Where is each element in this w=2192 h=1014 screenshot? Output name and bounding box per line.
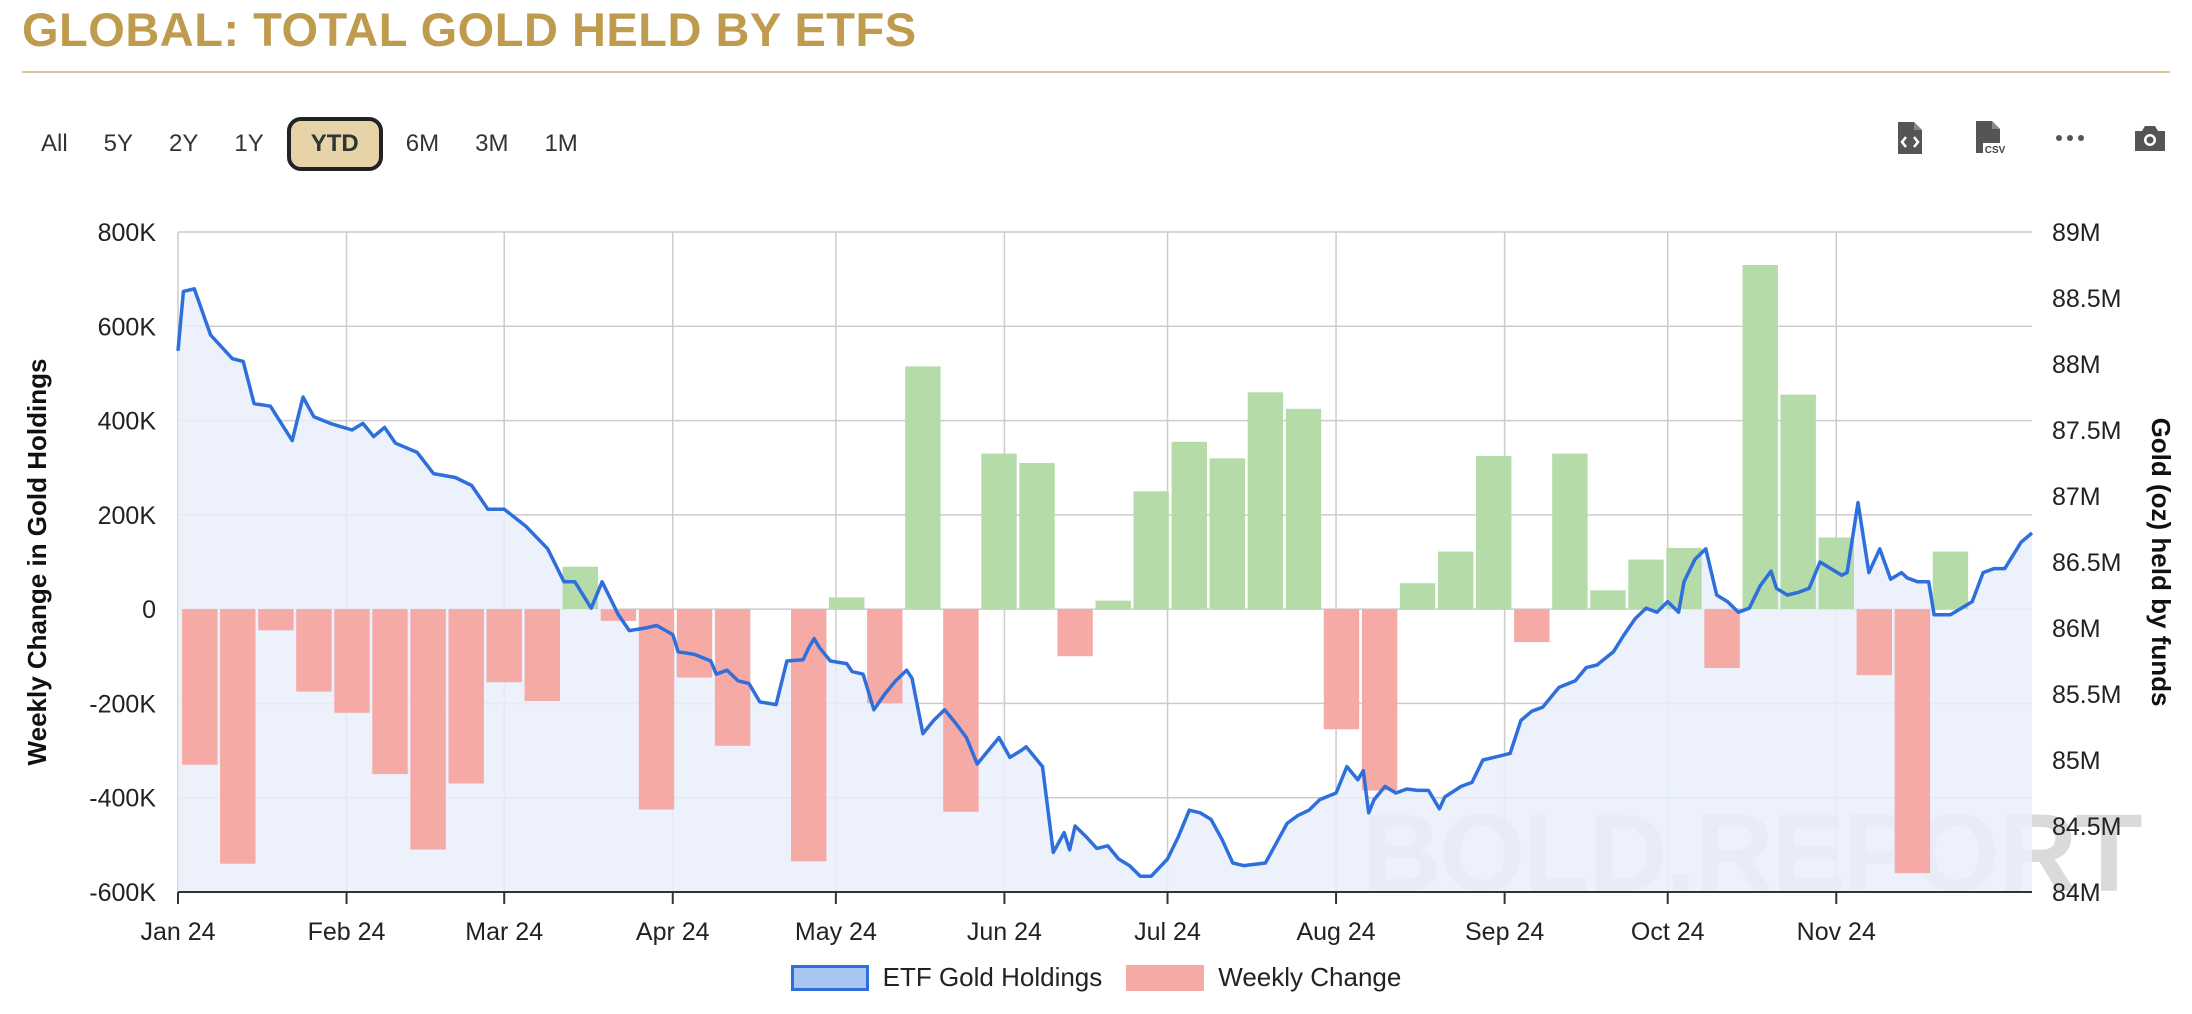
csv-file-icon[interactable]: CSV xyxy=(1970,118,2010,158)
csv-label: CSV xyxy=(1985,145,2006,156)
bar-positive xyxy=(1285,408,1322,610)
bar-negative xyxy=(372,609,408,775)
bar-negative xyxy=(638,609,675,810)
legend: ETF Gold Holdings Weekly Change xyxy=(0,962,2192,993)
chart-toolbar: CSV xyxy=(1850,118,2170,158)
x-tick-label: Jun 24 xyxy=(967,918,1042,946)
bar-positive xyxy=(905,366,941,610)
legend-etf-gold-holdings[interactable]: ETF Gold Holdings xyxy=(790,962,1103,993)
range-6m-button[interactable]: 6M xyxy=(405,130,440,157)
bar-negative xyxy=(867,609,903,704)
range-selector: All 5Y 2Y 1Y YTD 6M 3M 1M xyxy=(28,112,601,176)
y-left-tick-label: 800K xyxy=(98,219,157,247)
x-tick-label: Feb 24 xyxy=(308,918,386,946)
range-1y-button[interactable]: 1Y xyxy=(234,130,264,157)
range-all-button[interactable]: All xyxy=(41,130,68,157)
bar-positive xyxy=(1095,600,1131,610)
bar-negative xyxy=(943,609,979,812)
camera-icon[interactable] xyxy=(2130,118,2170,158)
y-left-tick-label: -400K xyxy=(89,785,156,813)
y-left-tick-label: 0 xyxy=(142,596,156,624)
y-right-tick-label: 88M xyxy=(2052,351,2101,379)
x-tick-label: May 24 xyxy=(795,918,877,946)
bar-negative xyxy=(220,609,256,864)
bar-negative xyxy=(1894,609,1931,874)
legend-area-swatch xyxy=(790,964,869,991)
bar-negative xyxy=(448,609,484,784)
bar-negative xyxy=(676,609,713,678)
title-divider xyxy=(22,71,2170,73)
bar-positive xyxy=(1932,551,1969,610)
y-right-tick-label: 86M xyxy=(2052,615,2101,643)
bar-positive xyxy=(1019,463,1055,610)
bar-positive xyxy=(1476,455,1512,610)
x-tick-label: Nov 24 xyxy=(1797,918,1876,946)
bar-negative xyxy=(182,609,218,765)
bar-positive xyxy=(1133,491,1169,610)
bar-positive xyxy=(1780,394,1816,610)
bar-positive xyxy=(1742,265,1778,610)
y-right-tick-label: 86.5M xyxy=(2052,549,2121,577)
y-right-tick-label: 85M xyxy=(2052,747,2101,775)
x-tick-label: Aug 24 xyxy=(1296,918,1375,946)
x-tick-label: Jul 24 xyxy=(1134,918,1201,946)
x-tick-label: Jan 24 xyxy=(140,918,215,946)
range-3m-button[interactable]: 3M xyxy=(475,130,509,157)
bar-negative xyxy=(1361,609,1398,791)
y-right-tick-label: 88.5M xyxy=(2052,285,2121,313)
bar-negative xyxy=(1514,609,1550,643)
bar-positive xyxy=(1628,559,1664,610)
bar-positive xyxy=(1590,590,1626,610)
bar-positive xyxy=(1438,551,1474,610)
x-tick-label: Sep 24 xyxy=(1465,918,1544,946)
bar-positive xyxy=(829,597,865,610)
bar-positive xyxy=(1247,392,1284,610)
y-left-tick-label: -200K xyxy=(89,690,156,718)
bar-negative xyxy=(410,609,446,850)
y-right-tick-label: 89M xyxy=(2052,219,2101,247)
range-2y-button[interactable]: 2Y xyxy=(169,130,199,157)
y-left-tick-label: 400K xyxy=(98,408,157,436)
bar-positive xyxy=(981,453,1017,610)
bar-negative xyxy=(296,609,332,692)
y-right-tick-label: 85.5M xyxy=(2052,681,2121,709)
x-tick-label: Apr 24 xyxy=(636,918,710,946)
bar-negative xyxy=(1704,609,1740,668)
chart-title: GLOBAL: TOTAL GOLD HELD BY ETFS xyxy=(22,3,917,56)
holdings-line xyxy=(176,287,2034,878)
bar-positive xyxy=(1209,458,1245,610)
y-right-tick-label: 84.5M xyxy=(2052,813,2121,841)
code-file-icon[interactable] xyxy=(1890,118,1930,158)
x-tick-label: Mar 24 xyxy=(465,918,543,946)
y-left-tick-label: 200K xyxy=(98,502,157,530)
bar-positive xyxy=(1171,441,1207,610)
legend-weekly-change[interactable]: Weekly Change xyxy=(1126,962,1401,993)
y-left-tick-label: 600K xyxy=(98,313,157,341)
y-right-tick-label: 84M xyxy=(2052,879,2101,907)
bar-negative xyxy=(1323,609,1360,730)
more-options-icon[interactable] xyxy=(2050,118,2090,158)
range-5y-button[interactable]: 5Y xyxy=(103,130,134,157)
bar-negative xyxy=(258,609,294,631)
legend-label-holdings: ETF Gold Holdings xyxy=(882,962,1103,992)
y-right-axis-title: Gold (oz) held by funds xyxy=(2146,418,2176,707)
y-right-tick-label: 87.5M xyxy=(2052,417,2121,445)
range-ytd-button[interactable]: YTD xyxy=(286,117,383,171)
bar-positive xyxy=(1552,453,1588,610)
x-tick-label: Oct 24 xyxy=(1631,918,1705,946)
bar-positive xyxy=(1399,583,1436,610)
bar-negative xyxy=(1856,609,1892,676)
bar-negative xyxy=(334,609,370,713)
bar-negative xyxy=(486,609,522,683)
range-1m-button[interactable]: 1M xyxy=(544,130,578,157)
legend-bar-swatch xyxy=(1126,964,1205,991)
bar-negative xyxy=(524,609,560,701)
y-left-tick-label: -600K xyxy=(89,879,156,907)
y-right-tick-label: 87M xyxy=(2052,483,2101,511)
y-left-axis-title: Weekly Change in Gold Holdings xyxy=(22,359,52,766)
bar-negative xyxy=(1057,609,1093,657)
legend-label-weekly: Weekly Change xyxy=(1218,962,1402,992)
